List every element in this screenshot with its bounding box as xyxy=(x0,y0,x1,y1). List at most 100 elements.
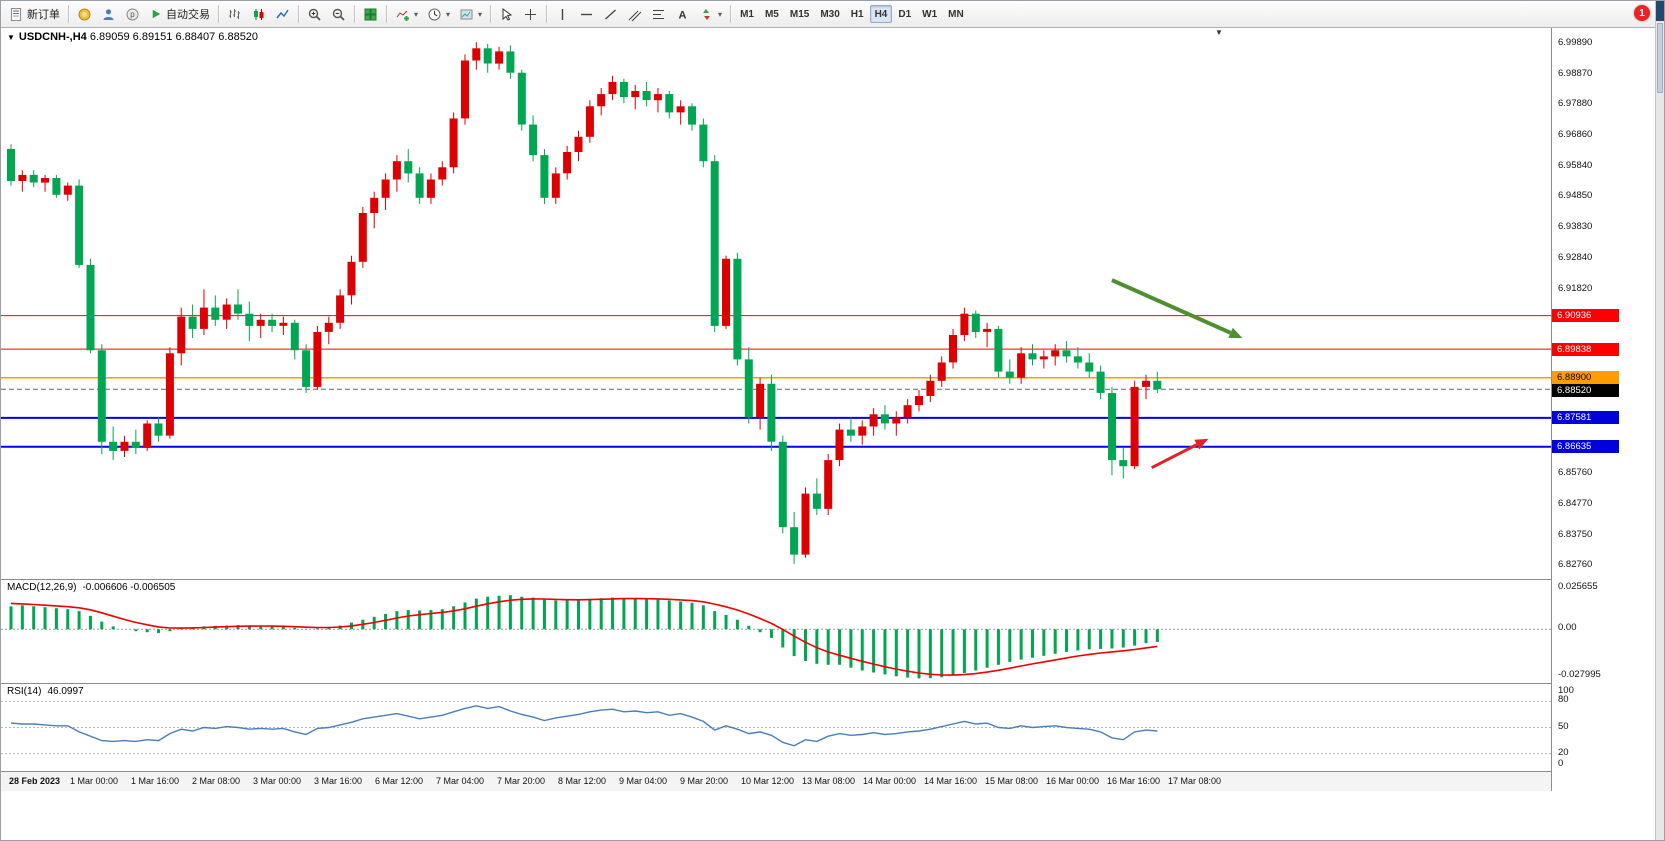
candle-body xyxy=(915,396,923,406)
timeframe-m5-button[interactable]: M5 xyxy=(760,5,784,23)
fibonacci-button[interactable] xyxy=(647,4,670,24)
channel-button[interactable] xyxy=(623,4,646,24)
candlestick-icon xyxy=(254,8,264,20)
support-bounce-arrow-annotation[interactable] xyxy=(1150,443,1198,470)
timeframe-m1-button[interactable]: M1 xyxy=(735,5,759,23)
time-label: 7 Mar 20:00 xyxy=(497,776,546,786)
candle-body xyxy=(302,350,311,387)
macd-tick: -0.027995 xyxy=(1558,669,1601,680)
rsi-tick: 80 xyxy=(1558,694,1569,706)
candle-body xyxy=(631,91,640,98)
templates-button[interactable]: ▾ xyxy=(455,4,486,24)
candlestick-chart-button[interactable] xyxy=(247,4,270,24)
candle-body xyxy=(1051,350,1060,357)
candle-body xyxy=(790,527,799,555)
time-label: 14 Mar 16:00 xyxy=(924,776,978,786)
price-badge: 6.87581 xyxy=(1552,411,1619,425)
separator xyxy=(386,5,387,23)
candle-body xyxy=(109,441,118,451)
toolbar: 新订单 p 自动交易 xyxy=(1,1,1655,28)
downtrend-arrow-annotation[interactable] xyxy=(1111,278,1232,335)
crosshair-button[interactable] xyxy=(519,4,542,24)
dropdown-caret-icon: ▾ xyxy=(414,9,419,19)
candle-body xyxy=(404,161,413,174)
macd-name: MACD(12,26,9) xyxy=(7,582,77,593)
price-badge: 6.90936 xyxy=(1552,309,1619,323)
timeframe-w1-button[interactable]: W1 xyxy=(917,5,942,23)
vertical-line-button[interactable] xyxy=(551,4,574,24)
new-order-button[interactable]: 新订单 xyxy=(5,4,64,24)
timeframe-d1-button[interactable]: D1 xyxy=(893,5,916,23)
horizontal-line-button[interactable] xyxy=(575,4,598,24)
candle-body xyxy=(869,414,878,427)
timeframe-h1-button[interactable]: H1 xyxy=(846,5,869,23)
zoom-out-button[interactable] xyxy=(327,4,350,24)
candle-body xyxy=(846,429,855,436)
timeframe-mn-button[interactable]: MN xyxy=(943,5,969,23)
candle-body xyxy=(199,307,208,329)
timeframe-h4-button[interactable]: H4 xyxy=(869,5,893,23)
arrows-button[interactable]: ▾ xyxy=(695,4,726,24)
candle-body xyxy=(540,155,549,198)
candle-body xyxy=(461,60,469,119)
price-tick: 6.92840 xyxy=(1558,251,1593,263)
rsi-name: RSI(14) xyxy=(7,686,42,697)
candle-body xyxy=(892,417,901,424)
candle-body xyxy=(710,161,719,326)
timeframe-m30-button[interactable]: M30 xyxy=(815,5,844,23)
candle-body xyxy=(1153,380,1162,390)
candle-body xyxy=(880,414,889,424)
zoom-in-icon xyxy=(308,8,321,21)
vertical-scrollbar[interactable] xyxy=(1655,1,1664,840)
autotrading-button[interactable]: 自动交易 xyxy=(145,4,214,24)
bar-chart-button[interactable] xyxy=(223,4,246,24)
periods-button[interactable]: ▾ xyxy=(423,4,454,24)
notification-badge[interactable]: 1 xyxy=(1634,5,1650,21)
fibonacci-icon xyxy=(653,9,665,19)
line-chart-button[interactable] xyxy=(271,4,294,24)
market-watch-icon xyxy=(78,8,91,20)
candle-body xyxy=(234,304,242,314)
chart-menu-icon[interactable]: ▼ xyxy=(7,33,15,42)
candle-body xyxy=(699,124,708,162)
time-label: 1 Mar 00:00 xyxy=(70,776,119,786)
candle-body xyxy=(971,313,980,332)
chart-title: ▼ USDCNH-,H4 6.89059 6.89151 6.88407 6.88… xyxy=(7,31,258,43)
separator xyxy=(68,5,69,23)
price-badge: 6.88520 xyxy=(1552,384,1619,398)
rsi-value: 46.0997 xyxy=(47,686,84,697)
trendline-button[interactable] xyxy=(599,4,622,24)
scrollbar-thumb[interactable] xyxy=(1657,23,1663,93)
timeframe-m15-button[interactable]: M15 xyxy=(785,5,814,23)
macd-label: MACD(12,26,9) -0.006606 -0.006505 xyxy=(7,582,175,593)
candle-body xyxy=(563,152,572,174)
price-axis: 6.99890 6.98870 6.97880 6.96860 6.95840 6.948… xyxy=(1551,27,1655,791)
time-label: 3 Mar 16:00 xyxy=(314,776,363,786)
svg-text:p: p xyxy=(130,10,135,19)
cursor-button[interactable] xyxy=(495,4,518,24)
navigator-button[interactable] xyxy=(97,4,120,24)
terminal-button[interactable]: p xyxy=(121,4,144,24)
tile-windows-button[interactable] xyxy=(359,4,382,24)
zoom-in-button[interactable] xyxy=(303,4,326,24)
candle-body xyxy=(245,313,254,326)
candle-body xyxy=(1073,356,1082,363)
candle-body xyxy=(75,185,84,265)
scrollbar-up-button[interactable] xyxy=(1656,1,1664,21)
candle-body xyxy=(585,106,594,137)
candle-body xyxy=(1108,393,1116,461)
svg-text:A: A xyxy=(679,9,687,21)
market-watch-button[interactable] xyxy=(73,4,96,24)
candle-body xyxy=(370,197,379,213)
dropdown-caret-icon: ▾ xyxy=(446,9,451,19)
separator xyxy=(354,5,355,23)
price-tick: 6.93830 xyxy=(1558,221,1593,233)
time-label: 14 Mar 00:00 xyxy=(863,776,917,786)
indicators-button[interactable]: ▾ xyxy=(391,4,422,24)
autotrading-label: 自动交易 xyxy=(166,9,210,21)
candle-body xyxy=(744,359,753,418)
chart-shift-marker[interactable]: ▼ xyxy=(1215,28,1223,37)
text-icon: A xyxy=(679,9,687,21)
text-label-button[interactable]: A xyxy=(671,4,694,24)
macd-tick: 0.025655 xyxy=(1558,581,1598,592)
